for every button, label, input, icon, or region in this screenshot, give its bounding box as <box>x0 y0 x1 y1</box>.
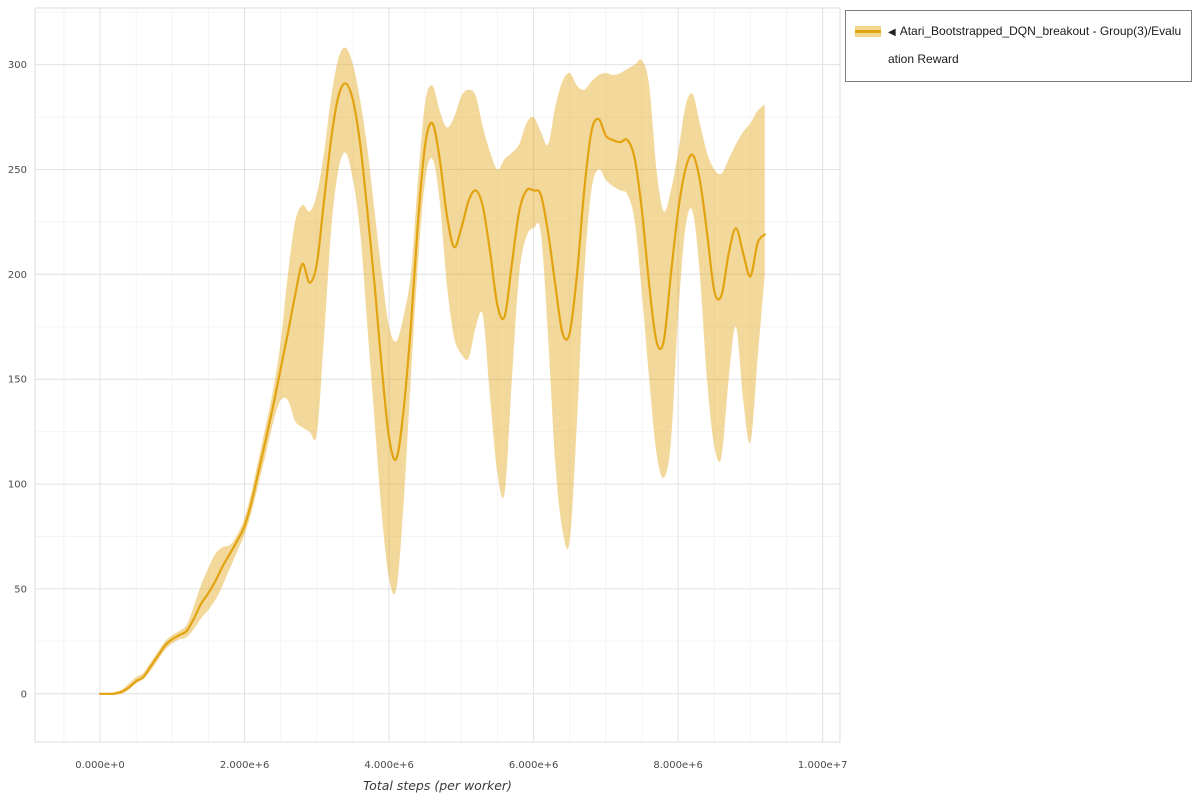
legend-collapse-icon[interactable]: ◀ <box>888 27 896 38</box>
y-tick-label: 200 <box>8 270 27 281</box>
series-color-swatch <box>855 26 881 37</box>
x-tick-label: 8.000e+6 <box>653 760 703 771</box>
y-tick-label: 0 <box>21 689 27 700</box>
y-tick-label: 150 <box>8 375 27 386</box>
plot-frame <box>34 7 841 743</box>
series-line-icon <box>855 30 881 33</box>
mean-line <box>98 82 766 696</box>
x-tick-label: 2.000e+6 <box>220 760 270 771</box>
x-tick-label: 6.000e+6 <box>509 760 559 771</box>
y-tick-label: 250 <box>8 165 27 176</box>
x-tick-label: 4.000e+6 <box>364 760 414 771</box>
y-tick-label: 300 <box>8 60 27 71</box>
legend-label: Atari_Bootstrapped_DQN_breakout - Group(… <box>888 24 1182 66</box>
y-tick-label: 50 <box>14 584 27 595</box>
x-axis-title: Total steps (per worker) <box>363 778 512 793</box>
legend-entry[interactable]: ◀ Atari_Bootstrapped_DQN_breakout - Group… <box>888 18 1182 72</box>
x-tick-label: 0.000e+0 <box>75 760 125 771</box>
x-tick-label: 1.000e+7 <box>798 760 848 771</box>
legend[interactable]: ◀ Atari_Bootstrapped_DQN_breakout - Group… <box>845 10 1192 82</box>
confidence-band <box>100 47 765 695</box>
y-tick-label: 100 <box>8 480 27 491</box>
